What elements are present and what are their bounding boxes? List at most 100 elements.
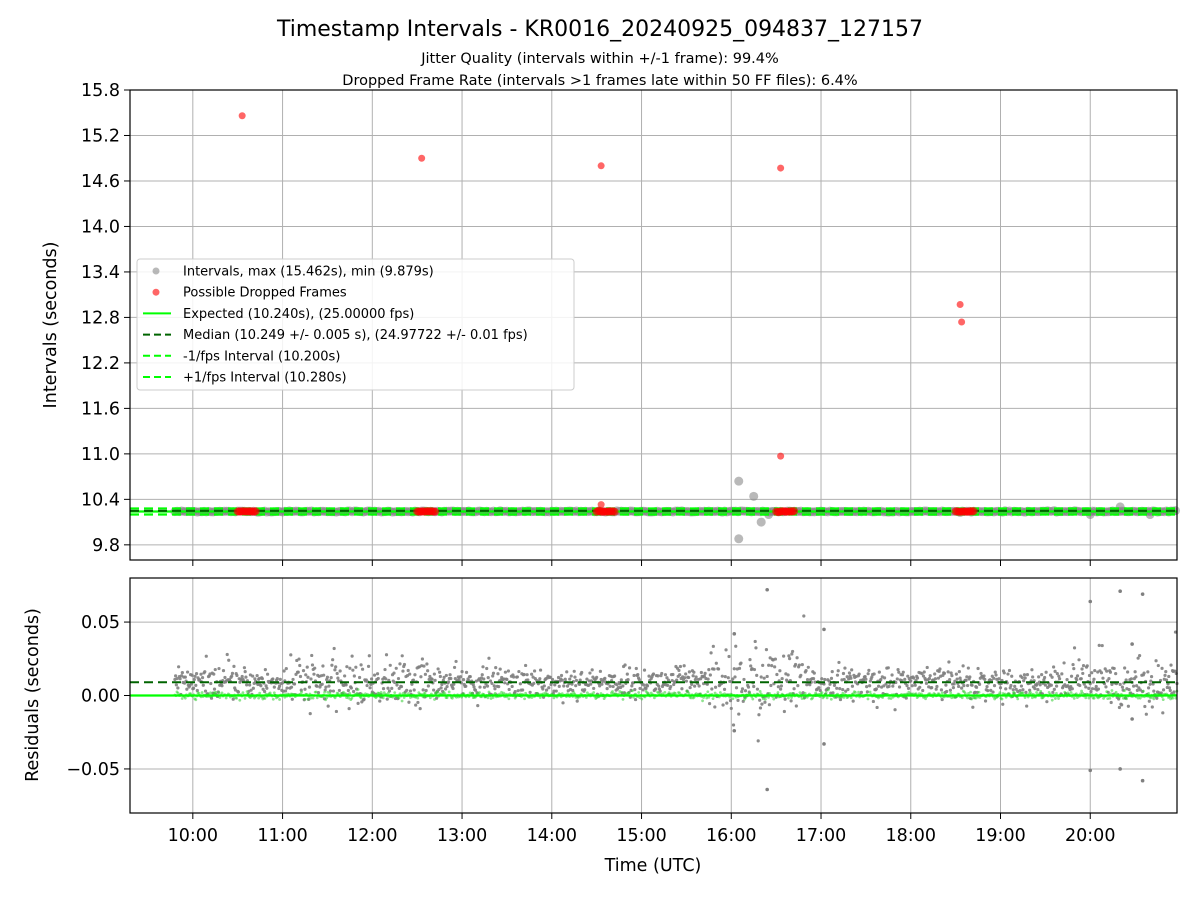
residual-expected-point (348, 692, 352, 695)
residual-point (619, 678, 623, 682)
residual-point (732, 632, 737, 636)
residual-point (303, 687, 307, 691)
residual-point (1089, 690, 1093, 694)
residual-point (951, 686, 955, 690)
residual-expected-point (1110, 689, 1114, 692)
residual-expected-point (507, 697, 511, 701)
residual-point (890, 673, 894, 677)
residual-point (1055, 672, 1059, 676)
residual-point (1021, 688, 1025, 692)
residual-expected-point (798, 691, 802, 695)
residual-expected-point (1039, 689, 1043, 693)
residual-point (970, 683, 974, 687)
residual-point (863, 675, 867, 679)
residual-point (421, 688, 425, 692)
residual-point (242, 666, 247, 670)
residual-point (1163, 673, 1167, 677)
residual-point (1124, 678, 1128, 682)
residual-point (452, 682, 456, 686)
residual-point (532, 681, 536, 686)
residual-point (1167, 674, 1171, 679)
residual-point (1080, 667, 1084, 671)
residual-point (448, 673, 452, 677)
residual-point (895, 677, 899, 681)
residual-point (775, 672, 779, 677)
residual-point (574, 684, 578, 688)
residual-point (823, 677, 827, 682)
residual-point (285, 686, 289, 690)
residual-point (298, 663, 302, 668)
residual-point (513, 689, 517, 694)
residual-expected-point (447, 690, 451, 694)
residual-point (424, 688, 428, 693)
residual-point (1135, 684, 1139, 688)
residual-point (240, 674, 244, 679)
residual-expected-point (849, 696, 853, 700)
residual-point (1018, 689, 1022, 693)
dropped-frame-point (431, 507, 440, 516)
residual-point (464, 670, 469, 674)
legend-label: -1/fps Interval (10.200s) (183, 349, 340, 364)
residual-point (965, 675, 969, 679)
residual-point (387, 678, 391, 683)
residual-point (393, 696, 398, 701)
residual-point (697, 684, 701, 688)
residuals-y-tick-label: 0.00 (81, 687, 120, 707)
residual-expected-point (218, 696, 222, 699)
residual-expected-point (825, 696, 829, 700)
residual-point (1022, 679, 1026, 683)
residual-expected-point (790, 696, 793, 699)
residuals-panel: −0.05 0.00 0.05 10:00 11:00 12:00 13:00 14:00 15… (66, 577, 1179, 846)
residual-point (874, 687, 878, 691)
residual-expected-point (428, 696, 432, 700)
residual-point (753, 639, 757, 644)
residual-point (663, 673, 668, 677)
residual-point (553, 683, 557, 687)
residual-point (851, 699, 855, 703)
residual-point (369, 677, 374, 681)
residual-expected-point (323, 690, 326, 694)
residual-point (490, 681, 494, 686)
residual-point (244, 675, 248, 679)
residual-point (1101, 676, 1105, 680)
residual-point (552, 689, 556, 693)
residual-point (690, 682, 694, 686)
residual-point (410, 682, 414, 686)
residual-expected-point (1055, 692, 1058, 695)
residual-point (621, 684, 625, 688)
residual-point (793, 662, 798, 667)
residual-expected-point (776, 691, 780, 694)
residual-point (1077, 658, 1081, 662)
residual-point (1038, 683, 1042, 687)
residual-point (936, 676, 941, 680)
residual-point (195, 688, 199, 693)
residual-point (338, 669, 342, 673)
residual-point (641, 688, 645, 692)
residual-point (1149, 679, 1153, 683)
legend-label: +1/fps Interval (10.280s) (183, 371, 347, 386)
residual-point (321, 664, 325, 668)
residual-point (266, 672, 270, 676)
residual-point (526, 678, 530, 682)
residual-point (763, 700, 767, 704)
residual-point (615, 683, 619, 687)
residual-point (683, 676, 687, 680)
residual-point (1022, 673, 1027, 677)
residual-point (1004, 687, 1008, 691)
legend-marker (152, 267, 160, 275)
residual-point (949, 671, 953, 675)
residual-point (734, 644, 738, 648)
x-tick-label: 13:00 (437, 826, 487, 846)
residual-point (909, 679, 913, 683)
residual-point (1140, 778, 1145, 783)
residual-point (743, 689, 748, 693)
residual-expected-point (789, 692, 792, 695)
residual-expected-point (470, 691, 474, 695)
residual-point (452, 665, 457, 670)
residual-point (557, 684, 561, 689)
residual-point (580, 670, 584, 675)
residual-expected-point (969, 690, 972, 694)
residual-point (461, 678, 466, 682)
residual-expected-point (235, 696, 239, 700)
residual-point (625, 672, 629, 676)
